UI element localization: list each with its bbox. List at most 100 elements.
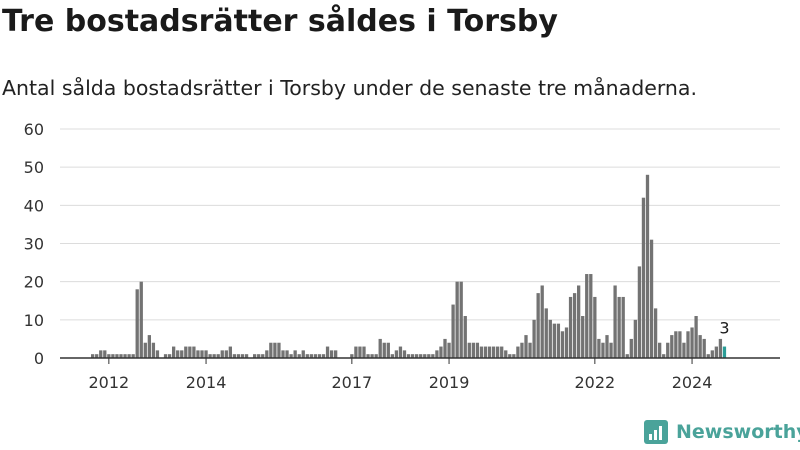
bar: [662, 354, 666, 358]
bar: [419, 354, 423, 358]
bar: [593, 296, 597, 358]
bar: [641, 197, 646, 358]
bar: [645, 174, 650, 358]
bar: [520, 342, 524, 358]
bar: [273, 342, 277, 358]
bar: [390, 354, 394, 358]
bar: [402, 350, 407, 358]
bar: [115, 354, 119, 358]
bar: [297, 354, 301, 358]
y-tick-label: 30: [24, 235, 44, 254]
bar: [605, 335, 609, 358]
bar: [439, 346, 443, 358]
newsworthy-logo-icon: [644, 420, 668, 444]
bar: [261, 354, 265, 358]
y-tick-label: 20: [24, 273, 44, 292]
bar: [354, 346, 358, 358]
bar: [415, 354, 419, 358]
bar: [686, 331, 690, 358]
bar: [479, 346, 484, 358]
bar: [366, 354, 370, 358]
bar: [111, 354, 115, 358]
bar: [293, 350, 297, 358]
bar: [431, 354, 435, 358]
bar: [329, 350, 334, 358]
bar: [155, 350, 160, 358]
bar: [212, 354, 216, 358]
bar: [710, 350, 714, 358]
bar: [107, 354, 111, 358]
bar: [196, 350, 200, 358]
bar: [658, 342, 662, 358]
bar: [410, 354, 415, 358]
bar: [487, 346, 492, 358]
bar: [653, 308, 658, 358]
bar: [633, 319, 637, 358]
x-tick-label: 2019: [429, 373, 470, 392]
bar: [556, 323, 561, 358]
bar: [103, 350, 107, 358]
bar: [350, 354, 354, 358]
bar: [91, 354, 95, 358]
bar: [455, 281, 459, 358]
bar: [528, 342, 532, 358]
bar: [621, 296, 625, 358]
bar: [228, 346, 232, 358]
bar: [139, 281, 143, 358]
bar: [508, 354, 512, 358]
bar: [552, 323, 556, 358]
bar: [127, 354, 131, 358]
bar: [208, 354, 212, 358]
bar: [597, 338, 601, 358]
y-tick-label: 0: [34, 349, 44, 368]
bar: [475, 342, 480, 358]
bar: [625, 354, 629, 358]
bar: [374, 354, 378, 358]
bar: [714, 346, 718, 358]
bar: [95, 354, 99, 358]
bar: [516, 346, 520, 358]
bar: [188, 346, 192, 358]
bar: [609, 342, 613, 358]
bar: [435, 350, 439, 358]
y-tick-label: 40: [24, 196, 44, 215]
bar: [548, 319, 552, 358]
highlight-data-label: 3: [719, 319, 729, 338]
bar: [674, 331, 678, 358]
bar: [378, 338, 382, 358]
bar: [334, 350, 338, 358]
bar: [176, 350, 180, 358]
bar: [362, 346, 366, 358]
bar: [131, 354, 135, 358]
bar: [281, 350, 285, 358]
bar: [451, 304, 455, 358]
bar: [220, 350, 224, 358]
y-tick-label: 60: [24, 120, 44, 139]
bar: [313, 354, 318, 358]
bar: [269, 342, 273, 358]
bar: [613, 285, 617, 358]
bar: [192, 346, 196, 358]
y-tick-label: 50: [24, 158, 44, 177]
bar: [180, 350, 184, 358]
bar: [285, 350, 289, 358]
bar: [398, 346, 403, 358]
bar: [163, 354, 168, 358]
bar: [151, 342, 156, 358]
bar: [257, 354, 261, 358]
bar: [585, 274, 589, 358]
bar: [216, 354, 220, 358]
bar: [204, 350, 208, 358]
bar: [706, 354, 710, 358]
bar: [568, 296, 573, 358]
bar: [500, 346, 504, 358]
bar: [682, 342, 686, 358]
bar: [325, 346, 330, 358]
bar: [666, 342, 670, 358]
x-tick-label: 2017: [331, 373, 372, 392]
bar: [544, 308, 548, 358]
bar: [512, 354, 516, 358]
bar: [99, 350, 103, 358]
bar: [443, 338, 447, 358]
